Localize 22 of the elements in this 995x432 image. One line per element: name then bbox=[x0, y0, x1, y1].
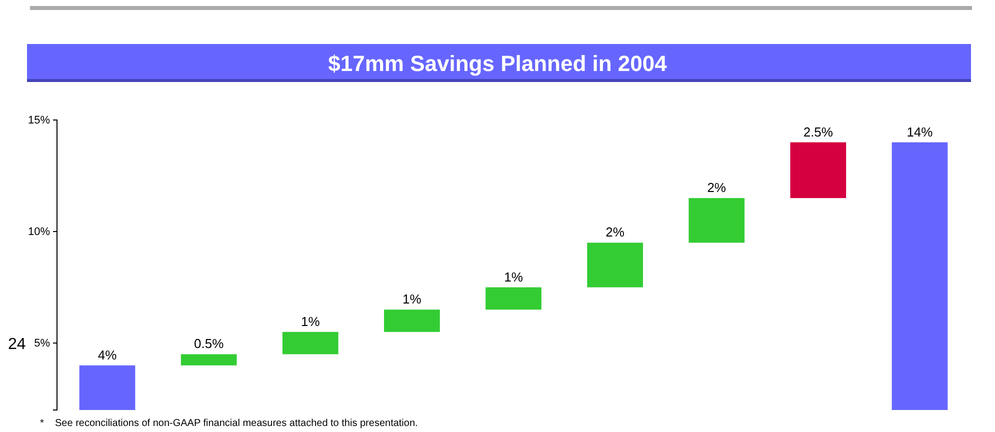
data-label: 2% bbox=[707, 180, 726, 196]
data-label: 0.5% bbox=[194, 336, 224, 352]
bar bbox=[790, 142, 846, 198]
chart-title: $17mm Savings Planned in 2004 bbox=[328, 51, 668, 76]
bar bbox=[384, 310, 440, 332]
bar bbox=[587, 242, 643, 288]
bar bbox=[486, 287, 542, 310]
y-tick-label: 5% bbox=[34, 338, 50, 350]
data-label: 4% bbox=[98, 347, 118, 362]
data-label: 1% bbox=[402, 292, 422, 307]
data-label: 1% bbox=[300, 314, 320, 329]
data-label: 2% bbox=[606, 224, 625, 240]
y-tick-label: 15% bbox=[28, 114, 50, 127]
y-tick-label: 10% bbox=[28, 226, 50, 238]
text: * See reconciliations of non-GAAP financial measures attached to this presentation. bbox=[40, 418, 418, 429]
bar bbox=[180, 354, 237, 366]
text: 24 bbox=[8, 336, 26, 354]
data-label: 2.5% bbox=[803, 124, 834, 140]
bar bbox=[688, 198, 745, 243]
bar bbox=[282, 332, 338, 354]
data-label: 1% bbox=[504, 269, 524, 284]
data-label: 14% bbox=[906, 124, 934, 140]
